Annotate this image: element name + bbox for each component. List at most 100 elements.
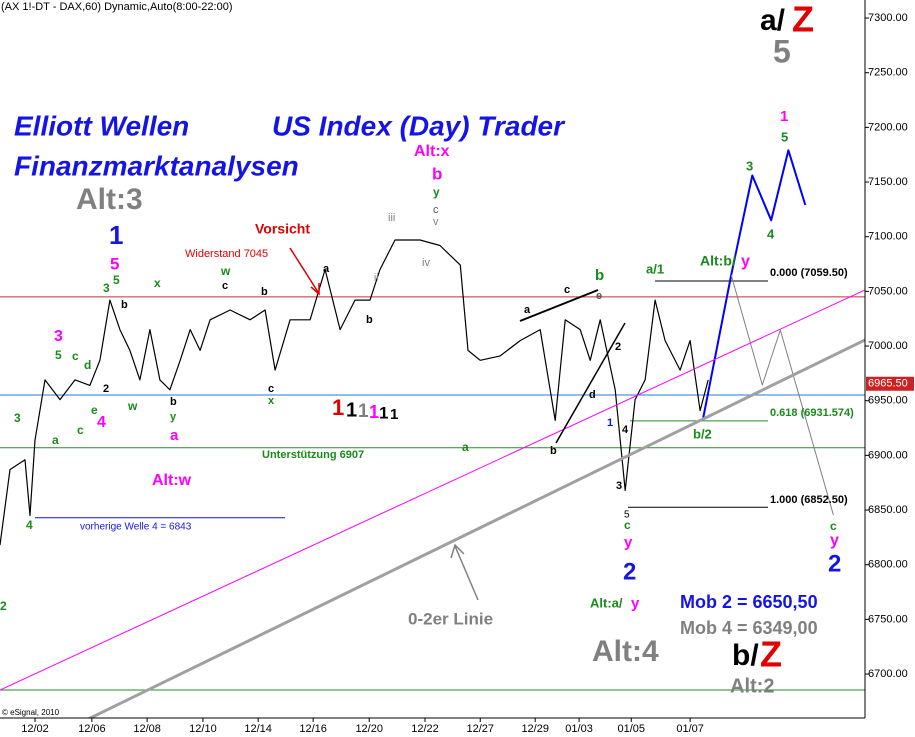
annotation: v xyxy=(433,216,439,228)
decor-lines xyxy=(289,247,626,601)
annotation: 3 xyxy=(14,411,21,425)
annotation: y xyxy=(830,532,839,549)
y-tick-label: 6950.00 xyxy=(868,395,908,407)
x-tick-label: 12/27 xyxy=(466,723,494,735)
annotation: iii xyxy=(388,212,395,224)
x-tick-label: 01/05 xyxy=(617,723,645,735)
annotation: a xyxy=(170,427,179,444)
x-tick-label: 12/20 xyxy=(355,723,383,735)
annotation: Alt:4 xyxy=(592,635,659,668)
y-tick-label: 7250.00 xyxy=(868,67,908,79)
annotation: 2 xyxy=(0,599,7,613)
annotation: b xyxy=(595,267,604,284)
annotation: e xyxy=(596,290,602,302)
annotation: 1 xyxy=(332,395,344,420)
annotation: 5 xyxy=(624,510,630,521)
annotation: y xyxy=(433,185,440,199)
annotation: Widerstand 7045 xyxy=(185,248,268,260)
y-tick-label: 7200.00 xyxy=(868,121,908,133)
x-tick-label: 12/16 xyxy=(299,723,327,735)
x-tick-label: 12/14 xyxy=(244,723,272,735)
y-tick-label: 6700.00 xyxy=(868,668,908,680)
annotation: Alt:w xyxy=(152,472,192,489)
arrow-head xyxy=(450,543,465,559)
annotation: Alt:b/ xyxy=(700,253,736,269)
annotation: 2 xyxy=(103,383,109,395)
annotation: 2 xyxy=(615,341,621,353)
annotation: 1 xyxy=(780,108,788,125)
series-line xyxy=(0,289,865,691)
annotation: 1.000 (6852.50) xyxy=(770,494,848,506)
annotation: b xyxy=(432,164,442,183)
annotation: c xyxy=(564,284,570,296)
annotation: w xyxy=(220,264,231,278)
annotation: 4 xyxy=(97,414,106,431)
annotation: 3 xyxy=(103,281,110,295)
annotation: Alt:2 xyxy=(730,675,774,697)
annotation: y xyxy=(631,595,640,612)
chart-title: (AX 1!-DT - DAX,60) Dynamic,Auto(8:00-22… xyxy=(1,1,233,13)
x-tick-label: 01/03 xyxy=(565,723,593,735)
x-tick-label: 12/06 xyxy=(78,723,106,735)
wave-line xyxy=(519,289,599,322)
series-line xyxy=(0,239,709,546)
annotation: d xyxy=(84,358,91,372)
annotation: b xyxy=(550,445,557,457)
annotation: c xyxy=(830,519,837,533)
annotation: e xyxy=(91,403,98,417)
annotation: a/1 xyxy=(646,261,664,276)
last-price-tag xyxy=(866,376,914,391)
annotation: d xyxy=(589,389,596,401)
annotation: c xyxy=(268,383,274,395)
wave-line xyxy=(555,322,626,444)
annotation: iv xyxy=(422,257,430,269)
annotation: 0-2er Linie xyxy=(408,609,493,628)
annotation: Alt:3 xyxy=(76,183,143,216)
series-line xyxy=(86,338,865,718)
annotation: 5 xyxy=(55,348,62,362)
y-tick-label: 7000.00 xyxy=(868,340,908,352)
annotation: 1 xyxy=(379,403,388,422)
annotation: a xyxy=(323,263,330,275)
annotation: y xyxy=(741,253,750,270)
annotation: c xyxy=(624,518,631,532)
annotation: Unterstützung 6907 xyxy=(262,449,364,461)
y-tick-label: 6750.00 xyxy=(868,613,908,625)
arrow xyxy=(454,545,479,601)
annotation: 2 xyxy=(828,550,841,577)
annotation: 5 xyxy=(113,273,120,287)
annotation: b xyxy=(121,299,128,311)
annotation: US Index (Day) Trader xyxy=(272,110,566,141)
annotation: c xyxy=(222,280,228,292)
x-tick-label: 01/07 xyxy=(676,723,704,735)
annotation: Alt:x xyxy=(414,143,450,160)
annotation: Alt:a/ xyxy=(590,595,623,610)
annotation: x xyxy=(268,395,275,407)
annotation: 2 xyxy=(623,558,636,585)
annotation: b xyxy=(366,314,373,326)
annotation: 4 xyxy=(767,226,775,241)
y-tick-label: 6850.00 xyxy=(868,504,908,516)
annotation: c xyxy=(72,349,79,363)
y-tick-label: 7100.00 xyxy=(868,231,908,243)
annotation: Mob 4 = 6349,00 xyxy=(680,618,818,638)
annotation: 1 xyxy=(109,220,123,250)
annotation: b xyxy=(170,396,177,408)
annotation: b/ xyxy=(732,639,759,672)
annotation: 3 xyxy=(54,328,63,345)
annotation: Z xyxy=(792,0,814,40)
arrow xyxy=(289,247,319,293)
annotation: a/ xyxy=(760,4,786,37)
annotation: 5 xyxy=(773,33,791,69)
annotation: b xyxy=(261,286,268,298)
annotation: 1 xyxy=(346,399,357,421)
annotation: b/2 xyxy=(693,426,712,441)
annotation: y xyxy=(624,534,633,551)
annotation: Vorsicht xyxy=(255,221,310,237)
annotation: a xyxy=(52,433,59,447)
annotation: 0.618 (6931.574) xyxy=(770,407,854,419)
lines xyxy=(0,149,865,718)
annotation: 4 xyxy=(26,518,33,532)
